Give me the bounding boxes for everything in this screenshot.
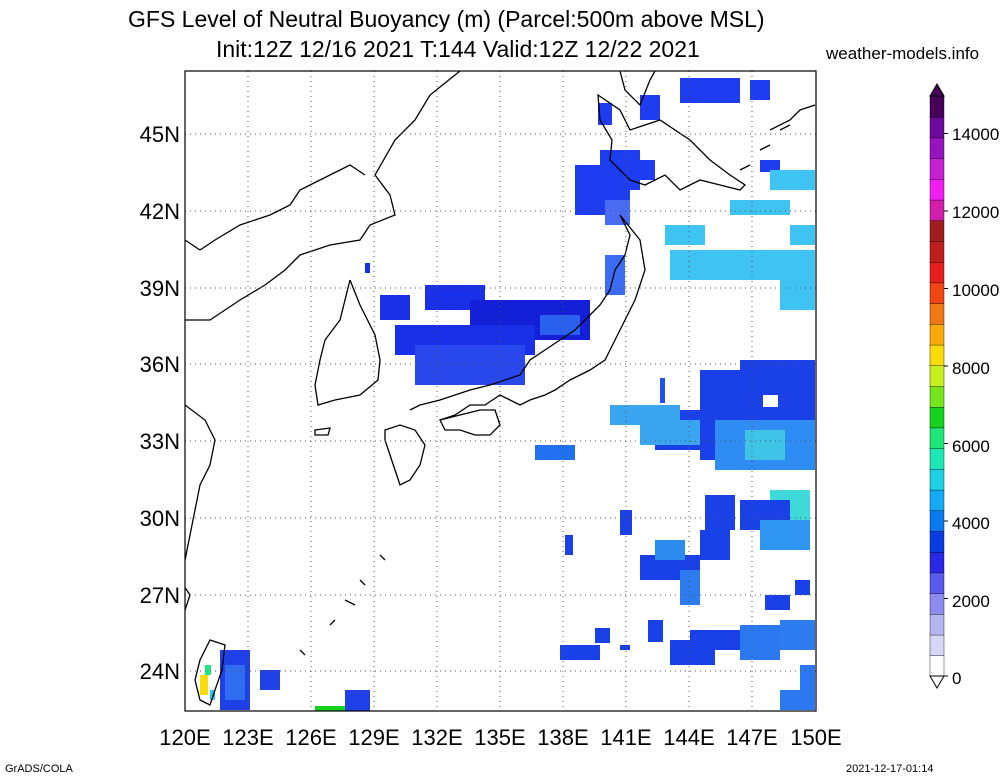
colorbar-segment <box>929 240 945 263</box>
gridlines <box>185 71 816 711</box>
coast-jeju <box>314 427 331 436</box>
lat-label: 30N <box>140 506 180 531</box>
colorbar-segment <box>929 282 945 304</box>
coast-shikoku <box>439 409 501 436</box>
colorbar-segment <box>929 220 945 242</box>
colorbar-segment <box>929 406 945 429</box>
colorbar <box>929 83 948 689</box>
lon-label: 150E <box>790 725 841 750</box>
colorbar-segment <box>929 302 945 325</box>
colorbar-segment <box>929 468 945 491</box>
lon-label: 138E <box>537 725 588 750</box>
coast-ryukyu <box>299 554 386 656</box>
colorbar-segment <box>929 365 945 387</box>
coast-asia-mainland <box>185 71 461 321</box>
colorbar-labels: 0 2000 4000 6000 8000 10000 12000 14000 <box>952 125 999 688</box>
lon-axis: 120E 123E 126E 129E 132E 135E 138E 141E … <box>159 725 841 750</box>
colorbar-segment <box>929 157 945 180</box>
lon-label: 126E <box>285 725 336 750</box>
colorbar-segment <box>929 572 945 594</box>
colorbar-top-arrow <box>929 83 945 97</box>
lon-label: 123E <box>222 725 273 750</box>
colorbar-segment <box>929 116 945 139</box>
colorbar-label: 12000 <box>952 203 999 222</box>
colorbar-segment <box>929 95 945 118</box>
lon-label: 132E <box>411 725 462 750</box>
coast-taiwan <box>194 639 226 706</box>
colorbar-segment <box>929 592 945 615</box>
footer-left: GrADS/COLA <box>5 763 73 775</box>
colorbar-bottom-arrow <box>929 675 945 689</box>
lat-label: 42N <box>140 199 180 224</box>
coast-china-east <box>185 404 216 611</box>
colorbar-label: 14000 <box>952 125 999 144</box>
field-east-cyan <box>665 170 815 310</box>
lon-label: 129E <box>348 725 399 750</box>
coast-kurils <box>739 124 791 171</box>
colorbar-segment <box>929 199 945 221</box>
colorbar-label: 6000 <box>952 437 990 456</box>
coast-sakhalin <box>619 71 816 131</box>
lat-label: 33N <box>140 429 180 454</box>
colorbar-segment <box>929 344 945 366</box>
coast-kyushu <box>384 424 426 486</box>
chart-title: GFS Level of Neutral Buoyancy (m) (Parce… <box>128 6 765 32</box>
lon-label: 144E <box>663 725 714 750</box>
lon-label: 120E <box>159 725 210 750</box>
colorbar-segment <box>929 551 945 574</box>
colorbar-segment <box>929 530 945 553</box>
chart-subtitle: Init:12Z 12/16 2021 T:144 Valid:12Z 12/2… <box>216 36 700 62</box>
lat-label: 36N <box>140 352 180 377</box>
colorbar-segment <box>929 447 945 470</box>
colorbar-label: 4000 <box>952 514 990 533</box>
footer-right: 2021-12-17-01:14 <box>846 763 934 775</box>
colorbar-label: 8000 <box>952 359 990 378</box>
colorbar-segment <box>929 655 945 677</box>
lat-label: 24N <box>140 659 180 684</box>
buoyancy-field <box>200 78 815 711</box>
colorbar-segment <box>929 323 945 346</box>
lat-label: 39N <box>140 276 180 301</box>
colorbar-label: 0 <box>952 669 961 688</box>
colorbar-segment <box>929 489 945 511</box>
field-south-scatter <box>560 495 815 710</box>
lon-label: 141E <box>600 725 651 750</box>
field-honshu <box>365 255 625 385</box>
colorbar-label: 10000 <box>952 281 999 300</box>
credit-label: weather-models.info <box>826 44 980 63</box>
colorbar-label: 2000 <box>952 592 990 611</box>
lat-label: 45N <box>140 122 180 147</box>
coast-hokkaido <box>597 93 747 191</box>
coastlines <box>185 71 816 706</box>
colorbar-segment <box>929 634 945 656</box>
lon-label: 147E <box>726 725 777 750</box>
lat-label: 27N <box>140 583 180 608</box>
lon-label: 135E <box>474 725 525 750</box>
colorbar-segment <box>929 385 945 408</box>
lat-axis: 45N 42N 39N 36N 33N 30N 27N 24N <box>140 122 180 684</box>
colorbar-segment <box>929 510 945 532</box>
colorbar-segment <box>929 613 945 636</box>
colorbar-segment <box>929 427 945 449</box>
plot-frame <box>184 70 817 712</box>
coast-korea <box>314 279 381 406</box>
colorbar-segment <box>929 178 945 201</box>
field-southwest <box>200 650 370 711</box>
colorbar-segment <box>929 261 945 284</box>
coast-honshu <box>409 214 646 421</box>
colorbar-segment <box>929 137 945 159</box>
